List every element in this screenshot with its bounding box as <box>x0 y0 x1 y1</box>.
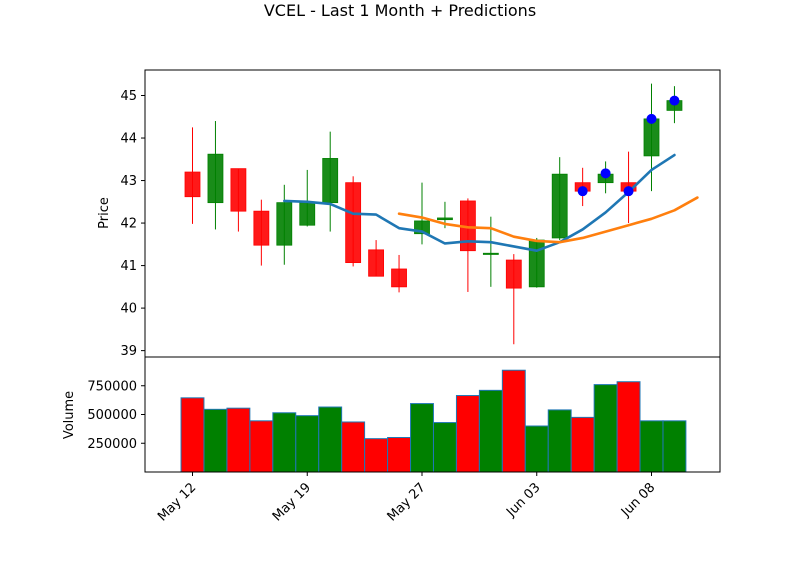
price-axis-label: Price <box>97 197 112 229</box>
volume-bar <box>478 389 503 473</box>
candle-body <box>230 168 247 212</box>
prediction-point <box>646 113 657 124</box>
volume-bar <box>570 416 595 473</box>
volume-bar <box>272 412 297 473</box>
price-y-tick-label: 41 <box>120 259 137 274</box>
volume-bar <box>593 384 618 473</box>
series-line-1 <box>282 153 676 252</box>
prediction-points-layer <box>577 95 680 197</box>
candle-body <box>528 239 545 288</box>
volume-bar <box>387 437 412 473</box>
price-y-tick-label: 39 <box>120 344 137 359</box>
candle-body <box>322 158 339 204</box>
candle-body <box>551 173 568 239</box>
candle-body <box>437 217 453 221</box>
price-y-tick-label: 40 <box>120 302 137 317</box>
x-tick-label: Jun 03 <box>503 480 543 520</box>
price-y-tick-label: 45 <box>120 89 137 104</box>
candle-body <box>207 153 224 204</box>
candle-body <box>482 252 499 255</box>
price-y-tick-label: 44 <box>120 132 137 147</box>
volume-bar <box>547 409 572 473</box>
volume-axis-label: Volume <box>62 391 77 439</box>
candle-body <box>276 202 293 246</box>
prediction-point <box>600 168 611 179</box>
volume-bar <box>662 420 687 473</box>
prediction-point <box>577 186 588 197</box>
candle-body <box>391 268 407 288</box>
x-tick-label: May 19 <box>270 480 314 524</box>
candle-body <box>345 182 362 264</box>
volume-bar <box>295 415 320 473</box>
candle-body <box>643 118 660 157</box>
price-y-tick-label: 42 <box>120 217 137 232</box>
volume-bar <box>318 406 343 473</box>
candle-body <box>299 202 316 226</box>
volume-bar <box>501 369 526 473</box>
price-y-tick-label: 43 <box>120 174 137 189</box>
volume-y-tick-label: 500000 <box>87 408 137 423</box>
candle-body <box>184 171 201 198</box>
volume-bar <box>249 420 274 473</box>
prediction-point <box>623 186 634 197</box>
volume-bar <box>364 438 389 473</box>
x-tick-label: May 12 <box>155 480 199 524</box>
candle-body <box>368 249 385 277</box>
volume-y-tick-label: 750000 <box>87 379 137 394</box>
candle-body <box>253 210 270 246</box>
x-tick-label: May 27 <box>385 480 429 524</box>
series-line-2 <box>397 196 699 244</box>
chart-title: VCEL - Last 1 Month + Predictions <box>264 1 536 20</box>
volume-bar <box>433 422 457 473</box>
x-tick-label: Jun 08 <box>618 480 658 520</box>
volume-bar <box>616 381 641 473</box>
prediction-point <box>669 95 680 106</box>
volume-bar <box>226 407 251 473</box>
candle-bodies-layer <box>184 100 683 289</box>
volume-bar <box>180 397 205 473</box>
volume-bars-layer <box>180 369 687 473</box>
volume-bar <box>524 425 549 473</box>
volume-bar <box>410 403 434 473</box>
volume-bar <box>639 420 664 473</box>
price-axes-frame <box>144 69 721 358</box>
candle-body <box>505 259 522 289</box>
volume-bar <box>341 421 366 473</box>
series-lines-layer <box>282 153 699 252</box>
volume-y-tick-label: 250000 <box>87 437 137 452</box>
volume-bar <box>203 408 228 473</box>
volume-bar <box>455 395 480 473</box>
